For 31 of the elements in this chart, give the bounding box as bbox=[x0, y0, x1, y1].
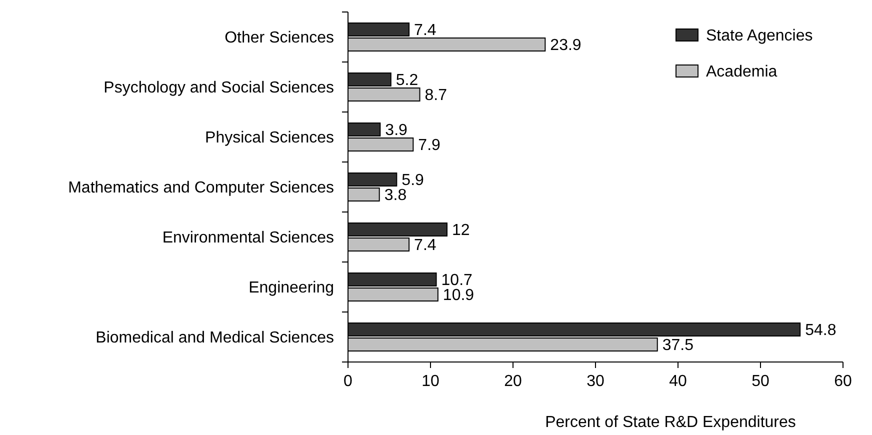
x-tick-label: 60 bbox=[834, 373, 852, 390]
data-label: 54.8 bbox=[805, 322, 836, 340]
x-tick-label: 30 bbox=[586, 373, 604, 390]
data-label: 7.4 bbox=[414, 237, 436, 254]
x-tick-label: 40 bbox=[669, 373, 687, 390]
x-tick-label: 10 bbox=[422, 373, 440, 390]
y-tick-label: Biomedical and Medical Sciences bbox=[96, 330, 334, 347]
data-label: 23.9 bbox=[550, 37, 582, 54]
x-tick-label: 50 bbox=[752, 373, 770, 390]
legend-label: Academia bbox=[706, 64, 778, 81]
data-label: 3.9 bbox=[385, 122, 408, 140]
y-tick-label: Other Sciences bbox=[224, 30, 334, 47]
data-label: 10.7 bbox=[441, 272, 473, 290]
data-label: 12 bbox=[452, 222, 470, 240]
y-tick-label: Psychology and Social Sciences bbox=[104, 80, 334, 97]
y-tick-label: Mathematics and Computer Sciences bbox=[68, 180, 334, 197]
x-tick-label: 20 bbox=[504, 373, 522, 390]
data-label: 10.9 bbox=[442, 287, 474, 304]
y-tick-label: Physical Sciences bbox=[205, 130, 334, 147]
data-label: 37.5 bbox=[662, 337, 694, 354]
y-tick-label: Environmental Sciences bbox=[162, 230, 334, 247]
data-label: 5.9 bbox=[402, 172, 424, 190]
x-axis-title: Percent of State R&D Expenditures bbox=[545, 414, 796, 431]
data-label: 5.2 bbox=[396, 72, 418, 90]
data-label: 8.7 bbox=[424, 87, 448, 104]
data-label: 7.4 bbox=[414, 22, 436, 40]
legend-label: State Agencies bbox=[706, 28, 813, 45]
x-tick-label: 0 bbox=[344, 373, 353, 390]
data-label: 3.8 bbox=[384, 187, 407, 204]
data-label: 7.9 bbox=[418, 137, 441, 154]
y-tick-label: Engineering bbox=[248, 280, 334, 297]
